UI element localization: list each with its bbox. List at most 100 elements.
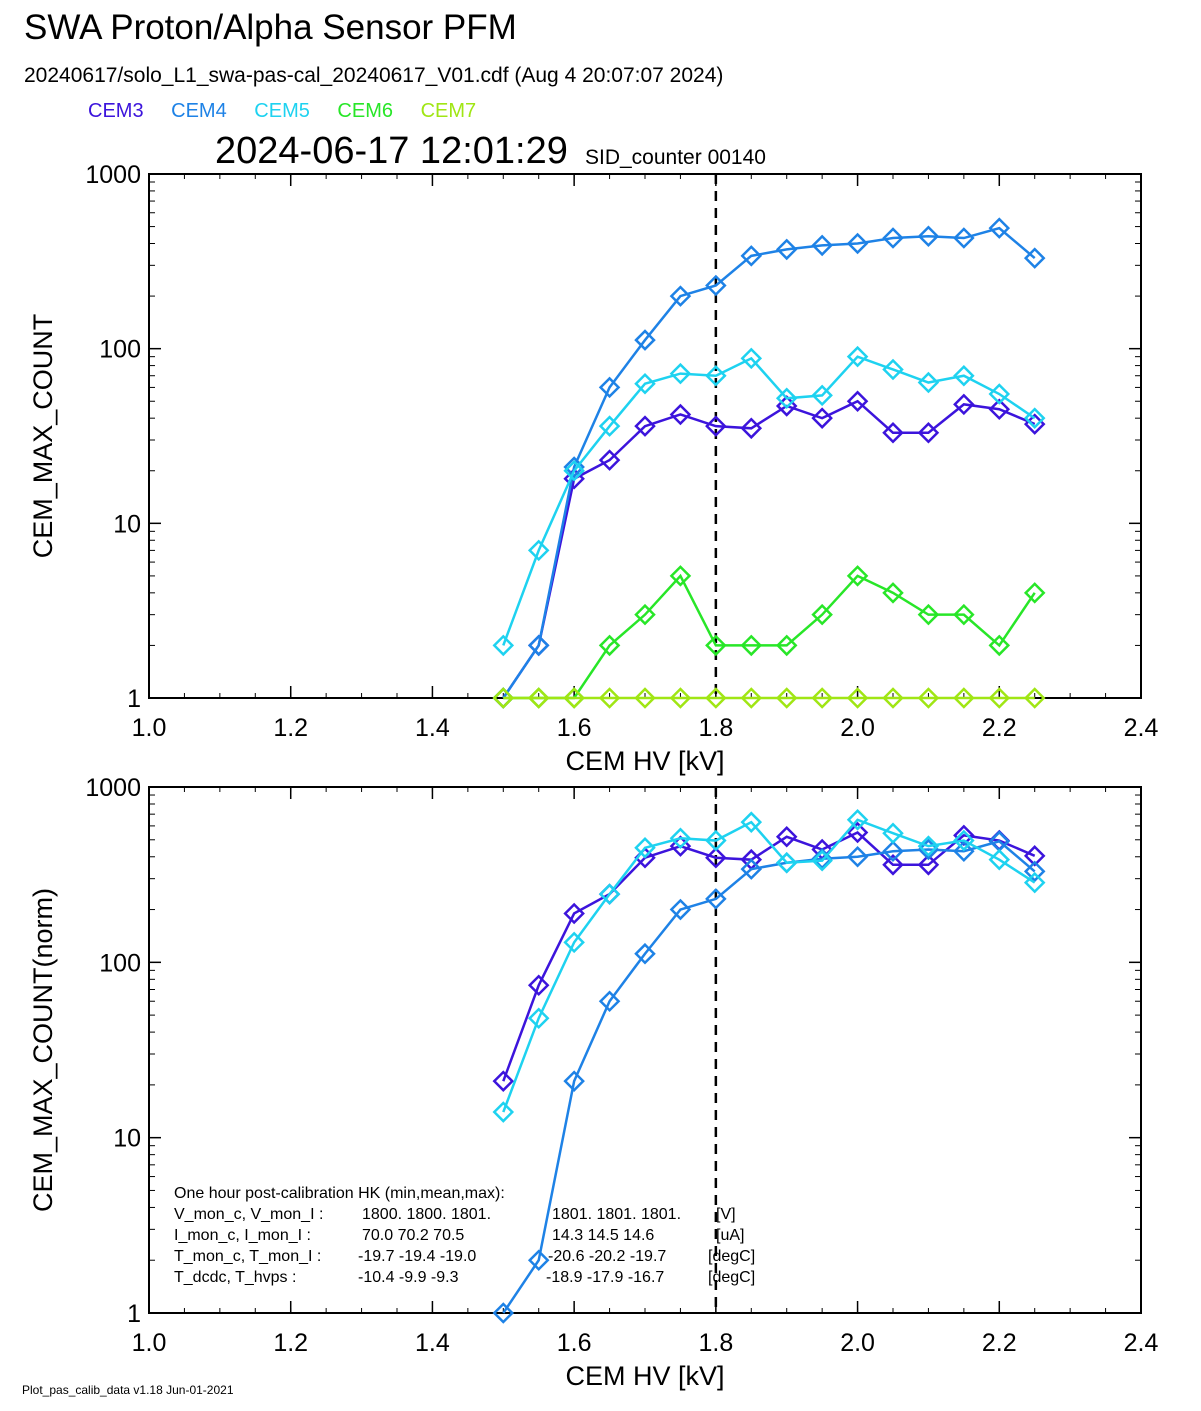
- hk-row-label: T_mon_c, T_mon_I :: [174, 1248, 322, 1265]
- data-point-cem4: [634, 942, 656, 965]
- x-tick-label: 1.4: [415, 714, 450, 742]
- data-point-cem5: [882, 358, 904, 381]
- x-tick-label: 1.4: [415, 1329, 450, 1357]
- hk-row-label: T_dcdc, T_hvps :: [174, 1269, 297, 1286]
- x-axis-label: CEM HV [kV]: [565, 1361, 724, 1391]
- x-tick-label: 2.0: [840, 1329, 875, 1357]
- data-point-cem7: [527, 687, 550, 709]
- legend-item-cem7: CEM7: [420, 100, 477, 122]
- data-point-cem3: [740, 417, 763, 440]
- data-point-cem6: [775, 634, 798, 657]
- data-point-cem5: [740, 811, 763, 833]
- data-point-cem6: [917, 603, 940, 626]
- hk-row-c: -10.4 -9.9 -9.3: [358, 1269, 459, 1286]
- x-tick-label: 2.4: [1124, 714, 1159, 742]
- data-point-cem4: [846, 846, 869, 868]
- data-point-cem4: [634, 329, 656, 351]
- legend-item-cem3: CEM3: [88, 100, 144, 122]
- data-point-cem5: [917, 371, 940, 394]
- x-tick-label: 2.2: [982, 714, 1017, 742]
- data-point-cem7: [634, 687, 656, 709]
- data-point-cem4: [598, 376, 621, 399]
- data-point-cem6: [846, 565, 869, 587]
- data-point-cem3: [598, 449, 621, 471]
- x-tick-label: 2.4: [1124, 1329, 1159, 1357]
- data-point-cem5: [527, 1007, 550, 1029]
- data-point-cem7: [705, 687, 727, 709]
- data-point-cem4: [846, 232, 869, 255]
- legend: CEM3 CEM4 CEM5 CEM6 CEM7: [88, 100, 498, 123]
- chart-title: SWA Proton/Alpha Sensor PFM: [24, 8, 517, 47]
- data-point-cem5: [953, 829, 975, 852]
- hk-row-c: -19.7 -19.4 -19.0: [358, 1248, 477, 1265]
- data-point-cem7: [669, 687, 692, 709]
- data-point-cem5: [598, 883, 621, 905]
- hk-row-i: 14.3 14.5 14.6: [552, 1227, 655, 1244]
- data-point-cem4: [811, 234, 833, 257]
- data-point-cem5: [598, 415, 621, 437]
- chart-subtitle: 20240617/solo_L1_swa-pas-cal_20240617_V0…: [24, 64, 724, 87]
- x-tick-label: 1.6: [557, 714, 592, 742]
- data-point-cem6: [882, 582, 904, 604]
- data-point-cem3: [882, 421, 904, 444]
- y-tick-label: 1000: [85, 774, 141, 802]
- data-point-cem5: [1023, 407, 1046, 429]
- data-point-cem7: [988, 687, 1011, 709]
- data-point-cem3: [705, 846, 727, 869]
- data-point-cem7: [563, 687, 585, 709]
- data-point-cem5: [846, 345, 869, 368]
- data-point-cem3: [988, 398, 1011, 421]
- data-point-cem5: [563, 931, 585, 954]
- series-line-cem5: [502, 818, 1036, 1113]
- data-point-cem3: [775, 826, 798, 848]
- data-point-cem5: [1023, 871, 1046, 894]
- data-point-cem5: [669, 827, 692, 850]
- legend-item-cem6: CEM6: [337, 100, 393, 122]
- hk-heading: One hour post-calibration HK (min,mean,m…: [174, 1185, 505, 1202]
- data-point-cem3: [669, 403, 692, 426]
- data-point-cem4: [740, 245, 763, 267]
- series-line-cem3: [502, 831, 1036, 1082]
- data-point-cem5: [988, 848, 1011, 871]
- data-point-cem7: [740, 687, 763, 709]
- data-point-cem7: [953, 687, 975, 709]
- data-point-cem5: [882, 822, 904, 844]
- data-point-cem5: [775, 851, 798, 874]
- data-point-cem5: [492, 1101, 515, 1123]
- data-point-cem7: [811, 687, 833, 709]
- hk-row-label: I_mon_c, I_mon_I :: [174, 1227, 311, 1244]
- hk-row-i: 1801. 1801. 1801.: [552, 1206, 682, 1223]
- data-point-cem3: [917, 854, 940, 876]
- data-point-cem5: [669, 362, 692, 385]
- data-point-cem6: [740, 634, 763, 657]
- x-tick-label: 1.8: [698, 1329, 733, 1357]
- data-point-cem7: [1023, 687, 1046, 709]
- data-point-cem3: [917, 421, 940, 444]
- data-point-cem5: [563, 459, 585, 482]
- data-point-cem3: [705, 415, 727, 437]
- data-point-cem3: [953, 393, 975, 416]
- data-point-cem7: [846, 687, 869, 709]
- series-clip-group: [492, 809, 1046, 1324]
- data-point-cem3: [846, 390, 869, 413]
- data-point-cem3: [953, 824, 975, 847]
- data-point-cem4: [917, 838, 940, 861]
- data-point-cem5: [917, 835, 940, 857]
- x-tick-label: 1.6: [557, 1329, 592, 1357]
- data-point-cem6: [669, 565, 692, 587]
- series-line-cem6: [503, 573, 1036, 700]
- x-tick-label: 1.2: [273, 714, 308, 742]
- y-tick-label: 100: [99, 336, 141, 364]
- data-point-cem5: [634, 837, 656, 859]
- data-point-cem6: [598, 634, 621, 657]
- data-point-cem5: [492, 634, 515, 657]
- data-point-cem4: [563, 1070, 585, 1092]
- data-point-cem4: [988, 217, 1011, 239]
- y-tick-label: 1: [127, 685, 141, 713]
- data-point-cem5: [846, 809, 869, 831]
- data-point-cem3: [563, 902, 585, 925]
- hk-row-label: V_mon_c, V_mon_I :: [174, 1206, 324, 1223]
- hk-row-unit: [degC]: [708, 1248, 756, 1265]
- footer-version: Plot_pas_calib_data v1.18 Jun-01-2021: [22, 1383, 234, 1397]
